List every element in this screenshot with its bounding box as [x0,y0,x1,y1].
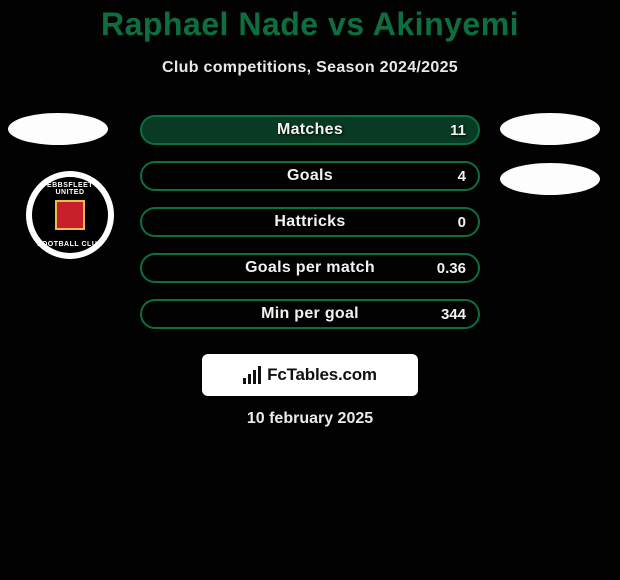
stat-bars: Matches 11 Goals 4 Hattricks 0 Goals per match… [140,115,480,345]
club-badge-ring: EBBSFLEET UNITED FOOTBALL CLUB [26,171,114,259]
club-badge: EBBSFLEET UNITED FOOTBALL CLUB [26,171,114,259]
brand-badge: FcTables.com [202,354,418,396]
stat-bar-label: Matches [277,121,343,139]
stat-bar-value: 4 [458,168,466,185]
page-title: Raphael Nade vs Akinyemi [0,0,620,43]
player-left-avatar-placeholder [8,113,108,145]
player-right-club-placeholder [500,163,600,195]
stat-bar: Hattricks 0 [140,207,480,237]
stat-bar: Goals 4 [140,161,480,191]
date-text: 10 february 2025 [0,410,620,428]
bar-chart-icon [243,366,261,384]
stat-bar: Goals per match 0.36 [140,253,480,283]
club-badge-center [55,200,85,230]
brand-text: FcTables.com [267,365,377,385]
subtitle: Club competitions, Season 2024/2025 [0,59,620,77]
player-right-avatar-placeholder [500,113,600,145]
club-badge-inner: EBBSFLEET UNITED FOOTBALL CLUB [32,177,108,253]
stat-bar-value: 0 [458,214,466,231]
stat-bar-label: Goals [287,167,333,185]
club-badge-bottom-text: FOOTBALL CLUB [32,241,108,248]
stat-bar-label: Goals per match [245,259,375,277]
stat-bar: Min per goal 344 [140,299,480,329]
stat-bar-label: Hattricks [274,213,345,231]
stat-bar-label: Min per goal [261,305,359,323]
stat-bar-value: 11 [450,122,466,139]
stat-bar: Matches 11 [140,115,480,145]
stat-bar-value: 344 [441,306,466,323]
club-badge-top-text: EBBSFLEET UNITED [32,182,108,196]
stat-bar-value: 0.36 [437,260,466,277]
